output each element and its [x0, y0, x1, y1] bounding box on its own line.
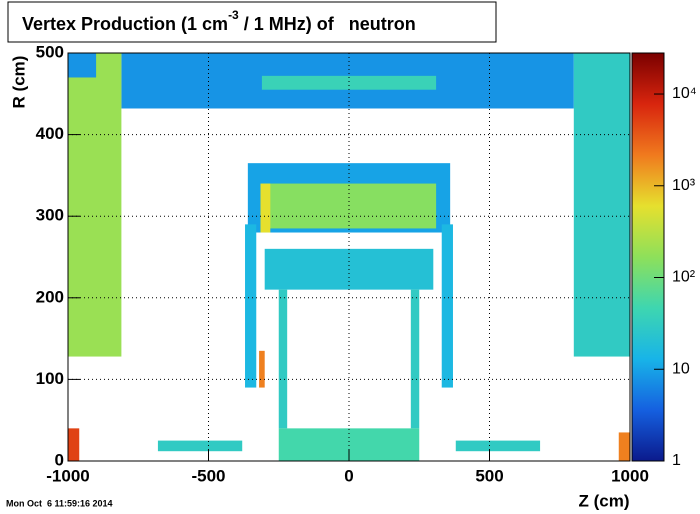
colorbar-tick-label: 10² [672, 269, 696, 286]
footer-date: Mon Oct 6 11:59:16 2014 [6, 498, 113, 508]
heatmap-cell [245, 224, 257, 388]
x-tick-label: -1000 [46, 466, 89, 485]
colorbar-tick-label: 10³ [672, 177, 696, 194]
heatmap-cell [68, 53, 97, 78]
title-text: / 1 MHz) of neutron [239, 14, 416, 34]
x-tick-label: -500 [191, 466, 225, 485]
heatmap-cell [441, 224, 453, 388]
heatmap-cell [455, 440, 541, 452]
y-tick-label: 100 [36, 369, 64, 388]
x-tick-label: 1000 [611, 466, 649, 485]
x-tick-label: 500 [475, 466, 503, 485]
x-tick-label: 0 [344, 466, 353, 485]
heatmap-cell [278, 289, 288, 429]
heatmap-cell [68, 53, 122, 357]
y-tick-label: 300 [36, 206, 64, 225]
y-axis-label: R (cm) [9, 56, 28, 109]
x-axis-label: Z (cm) [579, 491, 630, 510]
y-tick-label: 200 [36, 287, 64, 306]
chart-title: Vertex Production (1 cm-3 / 1 MHz) of ne… [22, 8, 416, 34]
title-superscript: -3 [228, 8, 239, 22]
heatmap-cell [618, 432, 630, 461]
heatmap-cell [410, 289, 420, 429]
colorbar-tick-label: 10 [672, 360, 690, 377]
y-tick-label: 500 [36, 42, 64, 61]
heatmap-cell [157, 440, 243, 452]
heatmap-cell [261, 75, 437, 90]
y-tick-label: 400 [36, 124, 64, 143]
heatmap-cell [260, 183, 271, 233]
title-text: Vertex Production (1 cm [22, 14, 228, 34]
title-box [7, 1, 497, 43]
colorbar [631, 52, 665, 462]
colorbar-tick-label: 10⁴ [672, 85, 697, 102]
colorbar-tick-label: 1 [672, 452, 681, 469]
heatmap-cell [68, 428, 80, 461]
y-tick-label: 0 [55, 450, 64, 469]
heatmap-cell [259, 350, 265, 388]
heatmap-cell [573, 53, 630, 357]
